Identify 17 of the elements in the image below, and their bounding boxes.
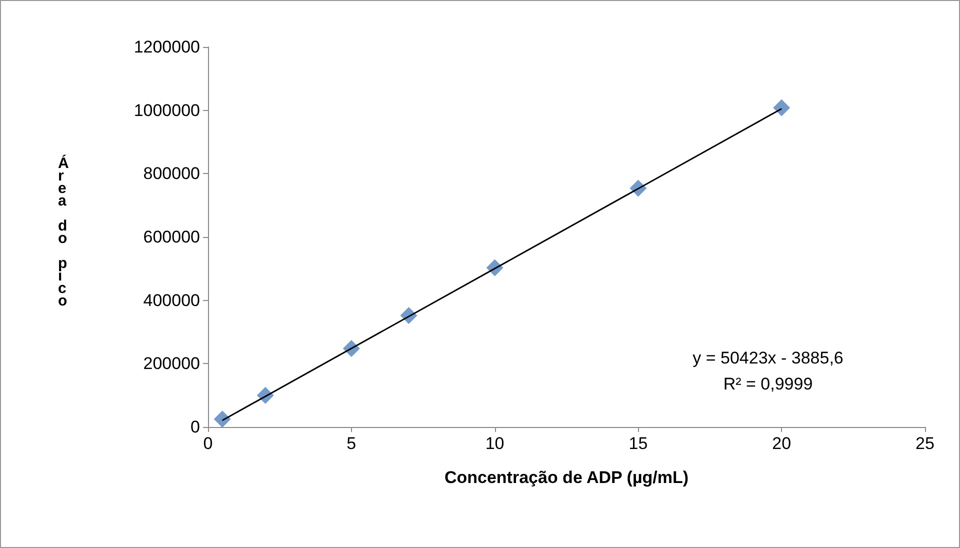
x-tick-label: 15 <box>628 434 648 453</box>
x-axis-title: Concentração de ADP (µg/mL) <box>444 468 689 487</box>
x-tick-label: 10 <box>485 434 504 453</box>
x-tick-label: 25 <box>916 434 934 453</box>
y-tick-label: 400000 <box>143 290 200 310</box>
point <box>773 99 790 116</box>
point <box>214 410 231 428</box>
x-tick-label: 20 <box>772 434 792 453</box>
x-tick-label: 0 <box>203 434 213 453</box>
y-tick-label: 800000 <box>143 164 200 184</box>
y-tick-label: 200000 <box>143 354 200 374</box>
y-tick-label: 0 <box>190 418 200 436</box>
annotation: y = 50423x - 3885,6 R² = 0,9999 <box>692 348 844 394</box>
y-tick-label: 1200000 <box>134 38 200 56</box>
y-tick-label: 600000 <box>143 228 200 246</box>
y-tick-label: 1000000 <box>134 100 200 120</box>
x-tick-label: 5 <box>346 434 356 453</box>
